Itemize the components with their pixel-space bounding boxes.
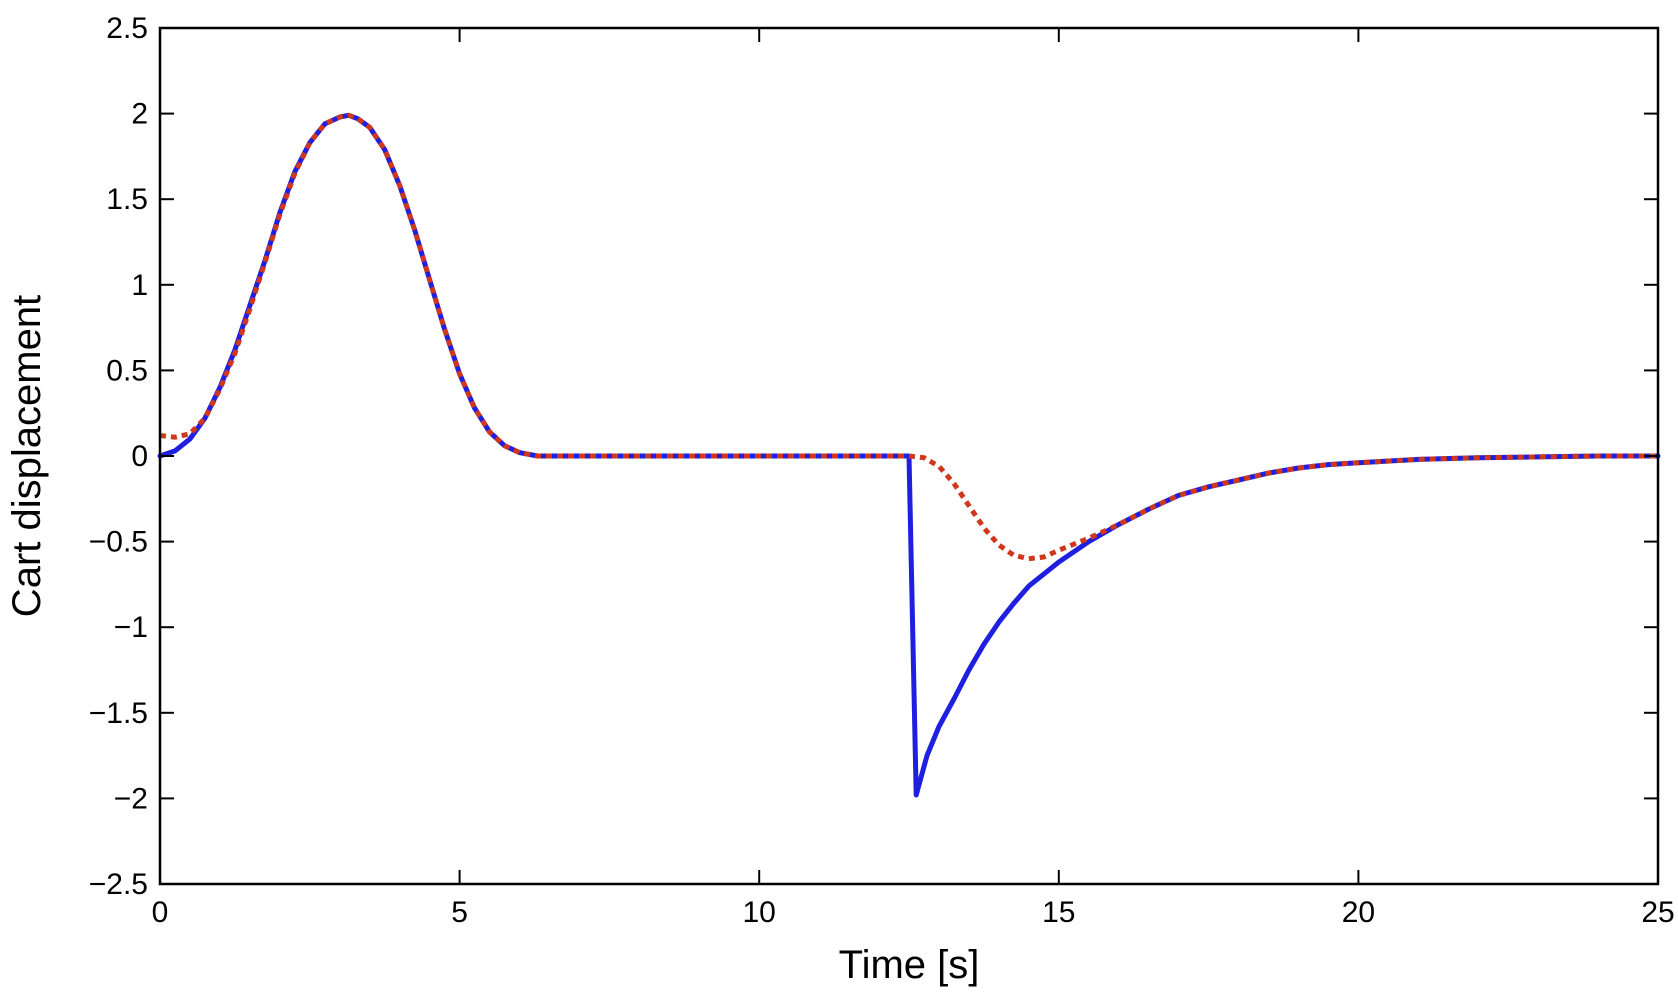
y-tick-label: 2 (131, 98, 148, 131)
y-tick-label: 1.5 (106, 183, 148, 216)
y-tick-label: −2.5 (89, 868, 148, 901)
x-tick-label: 0 (152, 896, 169, 929)
y-tick-label: 2.5 (106, 12, 148, 45)
x-tick-label: 15 (1042, 896, 1075, 929)
y-tick-label: −1.5 (89, 697, 148, 730)
x-axis-title: Time [s] (839, 943, 980, 987)
x-tick-label: 10 (743, 896, 776, 929)
y-tick-label: 0 (131, 440, 148, 473)
x-tick-label: 20 (1342, 896, 1375, 929)
y-tick-label: −1 (114, 611, 148, 644)
y-tick-label: 1 (131, 269, 148, 302)
plot-area (157, 112, 1661, 798)
x-tick-label: 5 (451, 896, 468, 929)
y-axis-title: Cart displacement (5, 295, 49, 617)
series-line-2-dotted (159, 112, 1658, 562)
axis-ticks: 0 5 10 15 20 25 2.5 2 1.5 1 0.5 0 −0.5 −1 −1.5 −2 −2.5 (89, 12, 1675, 929)
x-tick-label: 25 (1641, 896, 1674, 929)
y-tick-label: −2 (114, 782, 148, 815)
y-tick-label: 0.5 (106, 354, 148, 387)
y-tick-label: −0.5 (89, 526, 148, 559)
